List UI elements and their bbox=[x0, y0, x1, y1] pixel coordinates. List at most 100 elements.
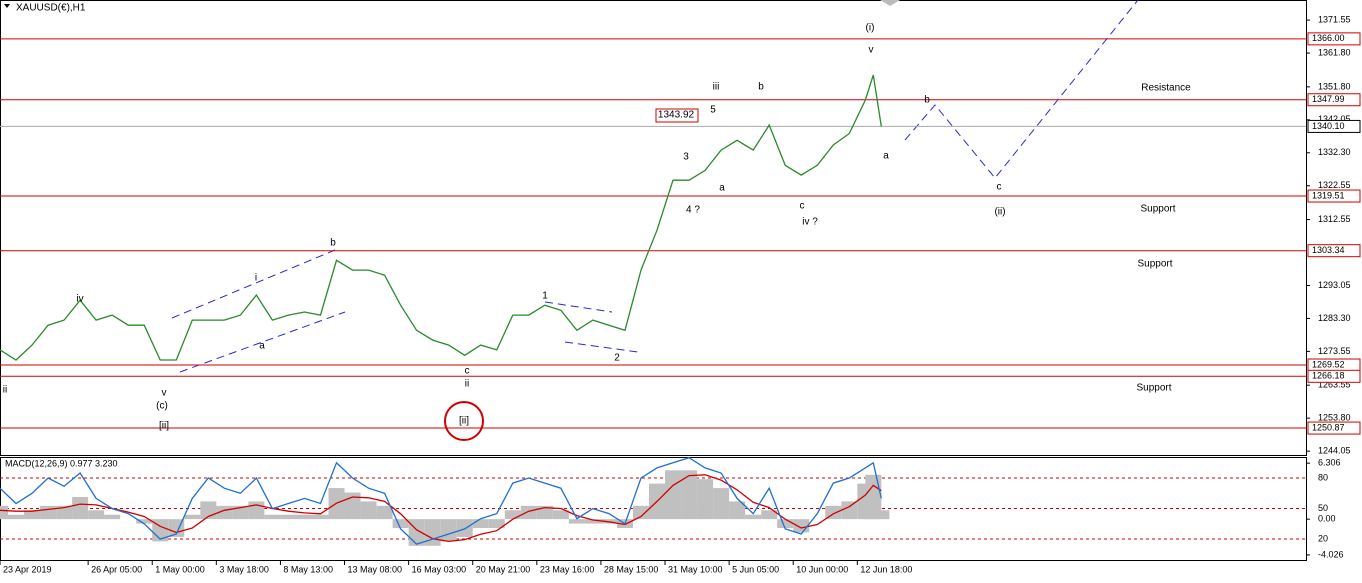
x-tick-label: 23 Apr 2019 bbox=[3, 564, 52, 574]
macd-bar bbox=[88, 510, 105, 520]
level-label: 1250.87 bbox=[1312, 422, 1345, 432]
y-tick-label: 1332.30 bbox=[1318, 147, 1351, 157]
wave-label: c bbox=[465, 366, 470, 377]
level-label: 1366.00 bbox=[1312, 33, 1345, 43]
macd-bar bbox=[520, 505, 537, 520]
wave-label: Support bbox=[1137, 259, 1172, 270]
level-box bbox=[1307, 244, 1361, 258]
x-tick-label: 10 Jun 00:00 bbox=[796, 564, 848, 574]
y-tick-label: 1342.05 bbox=[1318, 114, 1351, 124]
wave-label: a bbox=[259, 341, 265, 352]
y-tick-label: -4.026 bbox=[1318, 549, 1344, 559]
macd-bar bbox=[440, 519, 457, 542]
wave-label: iv bbox=[76, 294, 83, 305]
signal-line bbox=[0, 474, 882, 543]
y-tick-label: 0.00 bbox=[1318, 514, 1336, 524]
macd-bar bbox=[392, 519, 409, 529]
wave-label: b bbox=[330, 238, 336, 249]
wave-label: c bbox=[800, 201, 805, 212]
macd-bar bbox=[0, 505, 8, 520]
wave-label: Support bbox=[1136, 383, 1171, 394]
macd-bar bbox=[248, 501, 265, 520]
level-box bbox=[1307, 93, 1361, 107]
wave-label: iv ? bbox=[802, 217, 818, 228]
macd-bar bbox=[488, 519, 505, 529]
macd-bar bbox=[568, 519, 585, 524]
x-tick-label: 26 Apr 05:00 bbox=[91, 564, 142, 574]
wave-label: i bbox=[255, 273, 257, 284]
y-tick-label: 1361.80 bbox=[1318, 47, 1351, 57]
symbol: XAUUSD(€),H1 bbox=[16, 3, 86, 14]
level-label: 1266.18 bbox=[1312, 371, 1345, 381]
wave-label: Support bbox=[1140, 204, 1175, 215]
macd-bar bbox=[360, 501, 377, 520]
macd-bar bbox=[665, 470, 682, 520]
level-box bbox=[1307, 369, 1361, 383]
menu-arrow bbox=[4, 4, 10, 8]
wave-label: v bbox=[162, 388, 167, 399]
current-price-label: 1340.10 bbox=[1312, 121, 1345, 131]
macd-bar bbox=[424, 519, 441, 546]
level-label: 1319.51 bbox=[1312, 190, 1345, 200]
x-tick-label: 16 May 03:00 bbox=[412, 564, 467, 574]
macd-bar bbox=[264, 514, 281, 520]
macd-bar bbox=[873, 510, 890, 520]
wave-label: Resistance bbox=[1141, 83, 1191, 94]
x-tick-label: 3 May 18:00 bbox=[219, 564, 269, 574]
x-tick-label: 12 Jun 18:00 bbox=[860, 564, 912, 574]
wave-label: b bbox=[924, 95, 930, 106]
x-tick-label: 5 Jun 05:00 bbox=[732, 564, 779, 574]
level-label: 1347.99 bbox=[1312, 94, 1345, 104]
macd-bar bbox=[24, 510, 41, 520]
wave-label: (c) bbox=[156, 401, 168, 412]
x-tick-label: 31 May 10:00 bbox=[668, 564, 723, 574]
macd-bar bbox=[312, 514, 329, 520]
macd-bar bbox=[729, 501, 746, 520]
macd-bar bbox=[552, 510, 569, 520]
wave-label: 1343.92 bbox=[658, 110, 695, 121]
wave-label: (i) bbox=[866, 23, 875, 34]
macd-bar bbox=[536, 505, 553, 520]
y-tick-label: 1322.55 bbox=[1318, 180, 1351, 190]
wave-label: [ii] bbox=[159, 421, 169, 432]
macd-title: MACD(12,26,9) 0.977 3.230 bbox=[5, 458, 118, 468]
wave-label: [ii] bbox=[459, 416, 469, 427]
macd-bar bbox=[777, 519, 794, 529]
macd-bar bbox=[584, 519, 601, 524]
wave-label: 3 bbox=[683, 152, 689, 163]
x-tick-label: 28 May 15:00 bbox=[604, 564, 659, 574]
macd-bar bbox=[8, 514, 25, 520]
macd-bar bbox=[296, 514, 313, 520]
y-tick-label: 1273.55 bbox=[1318, 346, 1351, 356]
y2-tick-label: 20 bbox=[1318, 533, 1328, 543]
level-box bbox=[1307, 189, 1361, 203]
y-tick-label: 1371.55 bbox=[1318, 14, 1351, 24]
macd-bar bbox=[793, 519, 810, 533]
wave-label: v bbox=[869, 45, 874, 56]
macd-bar bbox=[56, 505, 73, 520]
macd-bar bbox=[745, 514, 762, 520]
macd-bar bbox=[504, 510, 521, 520]
highlight-circle bbox=[444, 401, 484, 441]
y-tick-label: 1283.30 bbox=[1318, 313, 1351, 323]
x-tick-label: 20 May 21:00 bbox=[476, 564, 531, 574]
y-tick-label: 1312.55 bbox=[1318, 214, 1351, 224]
wave-label: 4 ? bbox=[686, 205, 700, 216]
wave-label: a bbox=[719, 183, 725, 194]
wave-label: c bbox=[997, 182, 1002, 193]
x-tick-label: 8 May 13:00 bbox=[283, 564, 333, 574]
level-box bbox=[1307, 32, 1361, 46]
wave-label: a bbox=[883, 151, 889, 162]
level-label: 1303.34 bbox=[1312, 245, 1345, 255]
x-tick-label: 1 May 00:00 bbox=[155, 564, 205, 574]
macd-bar bbox=[472, 519, 489, 529]
price-panel bbox=[0, 0, 1307, 456]
macd-bar bbox=[280, 514, 297, 520]
wave-label: 5 bbox=[710, 105, 716, 116]
macd-bar bbox=[136, 519, 153, 524]
y-tick-label: 1253.80 bbox=[1318, 413, 1351, 423]
wave-label: (ii) bbox=[994, 207, 1005, 218]
wave-label: b bbox=[758, 82, 764, 93]
y2-tick-label: 50 bbox=[1318, 503, 1328, 513]
